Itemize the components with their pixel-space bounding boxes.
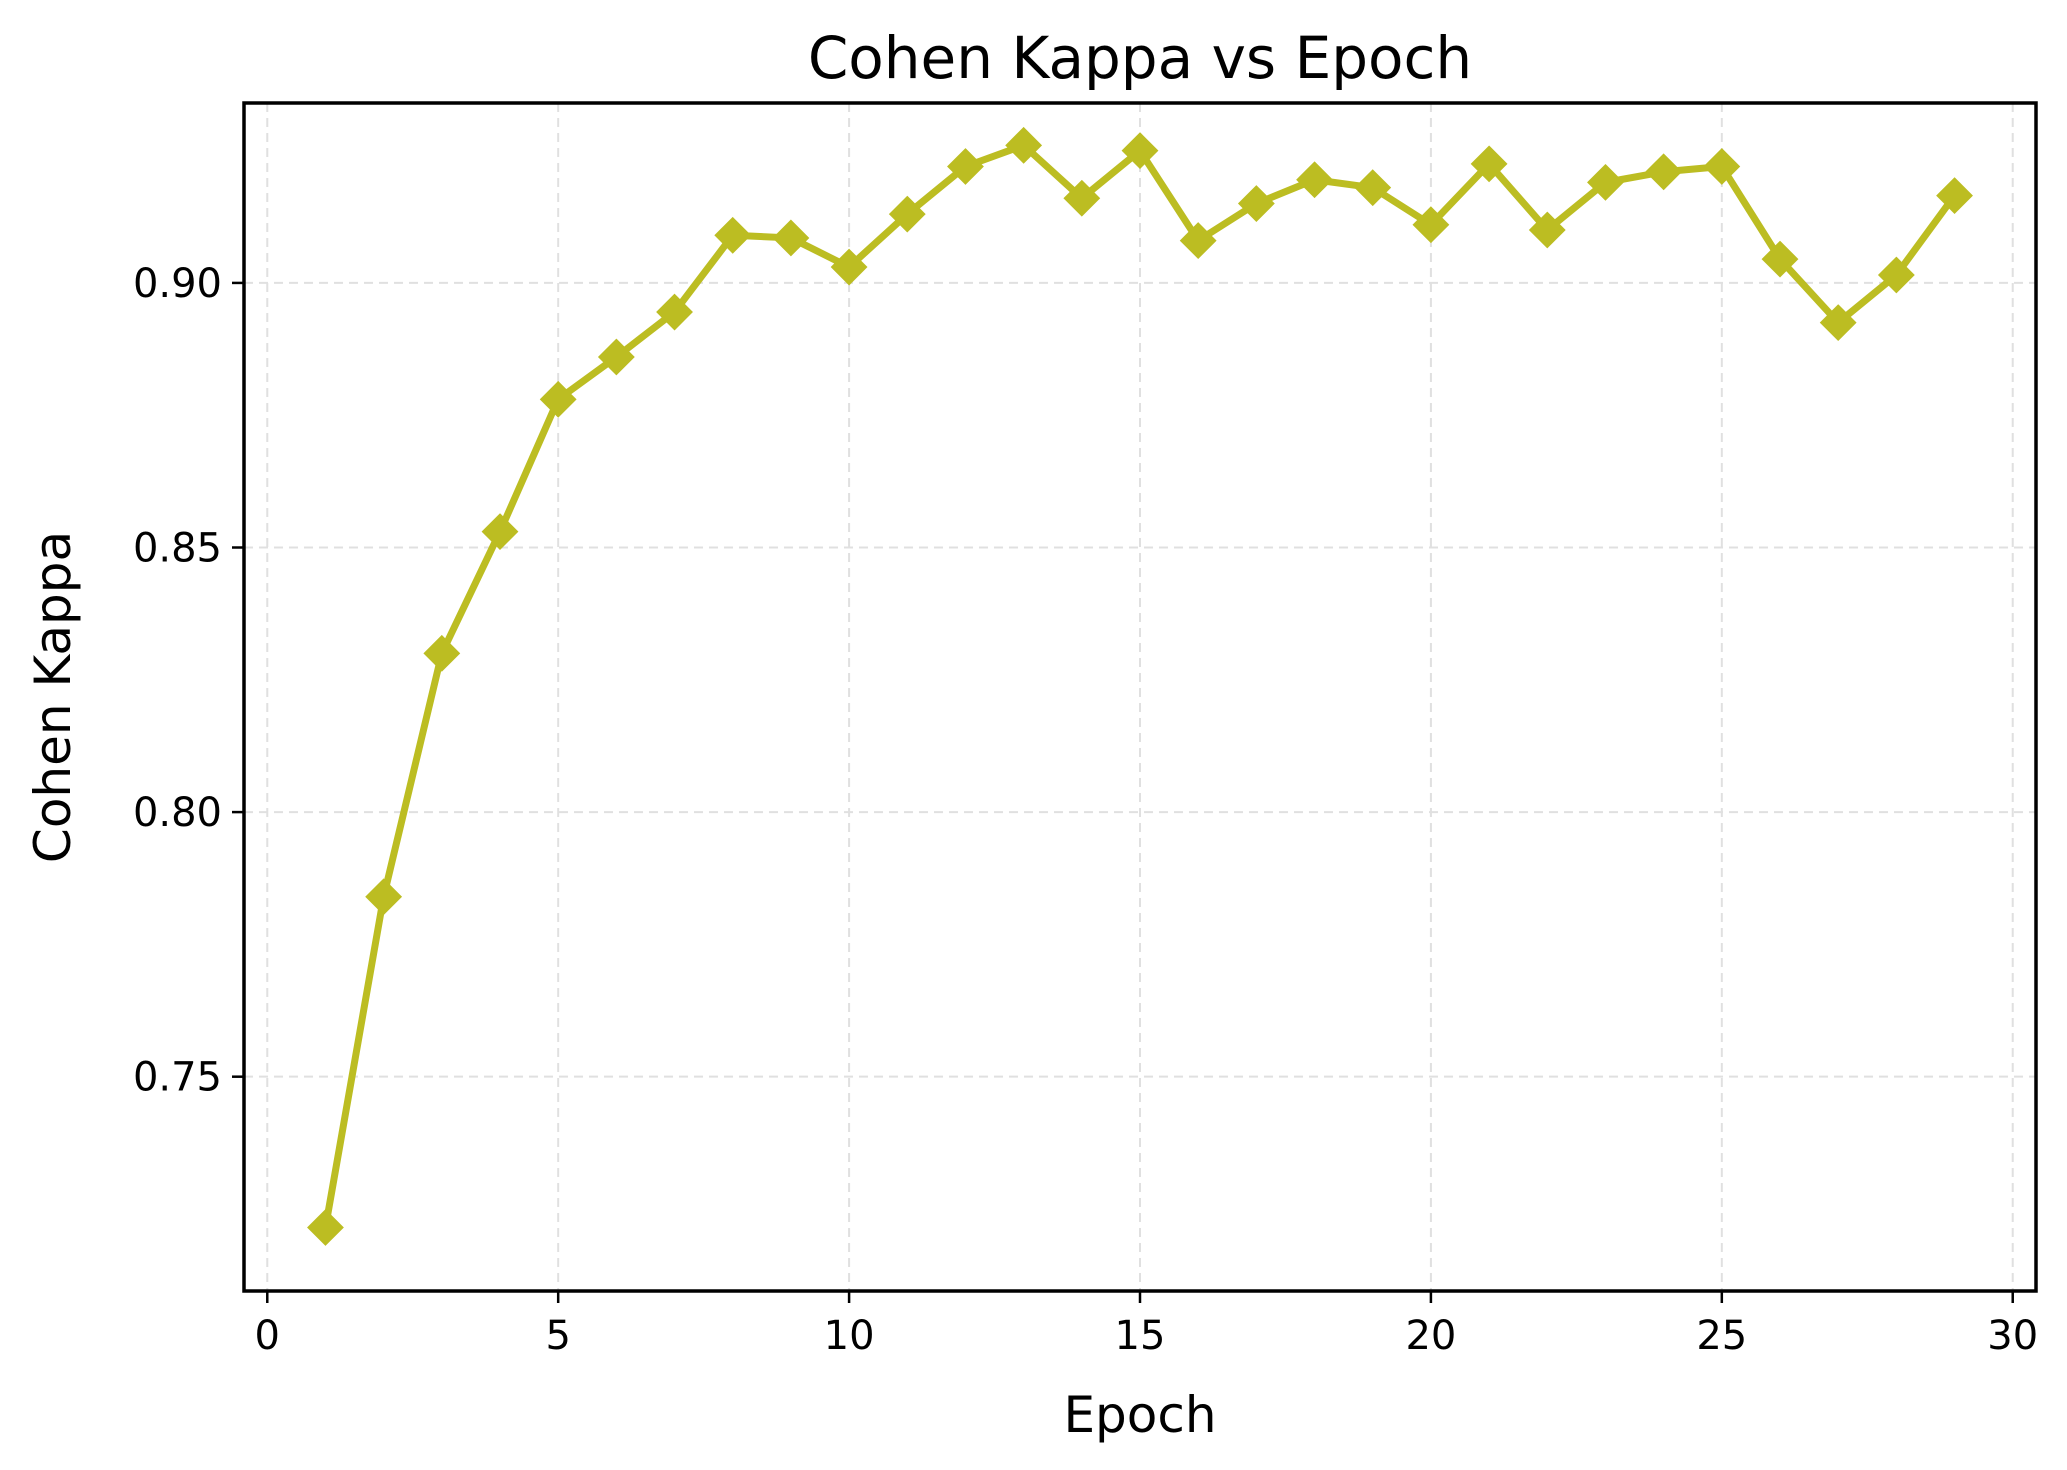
data-point-marker <box>1645 153 1683 191</box>
data-point-marker <box>714 216 752 254</box>
chart-title: Cohen Kappa vs Epoch <box>808 24 1472 92</box>
y-tick-label: 0.80 <box>133 790 222 836</box>
data-point-marker <box>656 293 693 331</box>
data-point-marker <box>830 248 868 286</box>
data-point-marker <box>1412 206 1450 244</box>
series-layer <box>307 126 1973 1246</box>
data-point-marker <box>1877 256 1915 294</box>
data-point-marker <box>1354 169 1392 207</box>
data-point-marker <box>1005 126 1043 164</box>
data-point-marker <box>1470 145 1508 183</box>
y-tick-label: 0.85 <box>133 526 222 572</box>
x-tick-label: 20 <box>1405 1313 1456 1359</box>
data-point-marker <box>481 513 519 551</box>
data-point-marker <box>365 878 403 916</box>
grid <box>244 103 2036 1291</box>
x-tick-label: 10 <box>824 1313 875 1359</box>
x-axis-title: Epoch <box>1063 1386 1216 1444</box>
data-point-marker <box>307 1209 344 1246</box>
y-tick-label: 0.75 <box>133 1055 222 1101</box>
data-point-marker <box>947 148 984 185</box>
x-tick-label: 0 <box>255 1313 280 1359</box>
data-point-marker <box>1761 240 1799 278</box>
data-point-marker <box>1528 211 1566 249</box>
data-point-marker <box>423 634 461 672</box>
x-tick-label: 30 <box>1987 1313 2038 1359</box>
data-point-marker <box>1587 163 1624 201</box>
data-point-marker <box>888 195 926 233</box>
axis-ticks: 0 5 10 15 20 25 30 0.75 0.80 0.85 0.90 <box>133 261 2038 1359</box>
data-point-marker <box>1179 222 1217 259</box>
data-point-marker <box>1063 179 1101 217</box>
y-axis-title: Cohen Kappa <box>24 531 82 863</box>
data-point-marker <box>772 219 810 257</box>
data-point-marker <box>539 380 577 418</box>
data-point-marker <box>1819 304 1857 342</box>
data-point-marker <box>1296 161 1333 199</box>
data-point-marker <box>1121 132 1159 170</box>
x-tick-label: 5 <box>545 1313 570 1359</box>
x-tick-label: 25 <box>1696 1313 1747 1359</box>
data-point-marker <box>1237 185 1275 222</box>
data-point-marker <box>597 338 635 376</box>
x-tick-label: 15 <box>1115 1313 1166 1359</box>
data-point-marker <box>1936 177 1973 215</box>
data-point-marker <box>1703 148 1741 185</box>
y-tick-label: 0.90 <box>133 261 222 307</box>
